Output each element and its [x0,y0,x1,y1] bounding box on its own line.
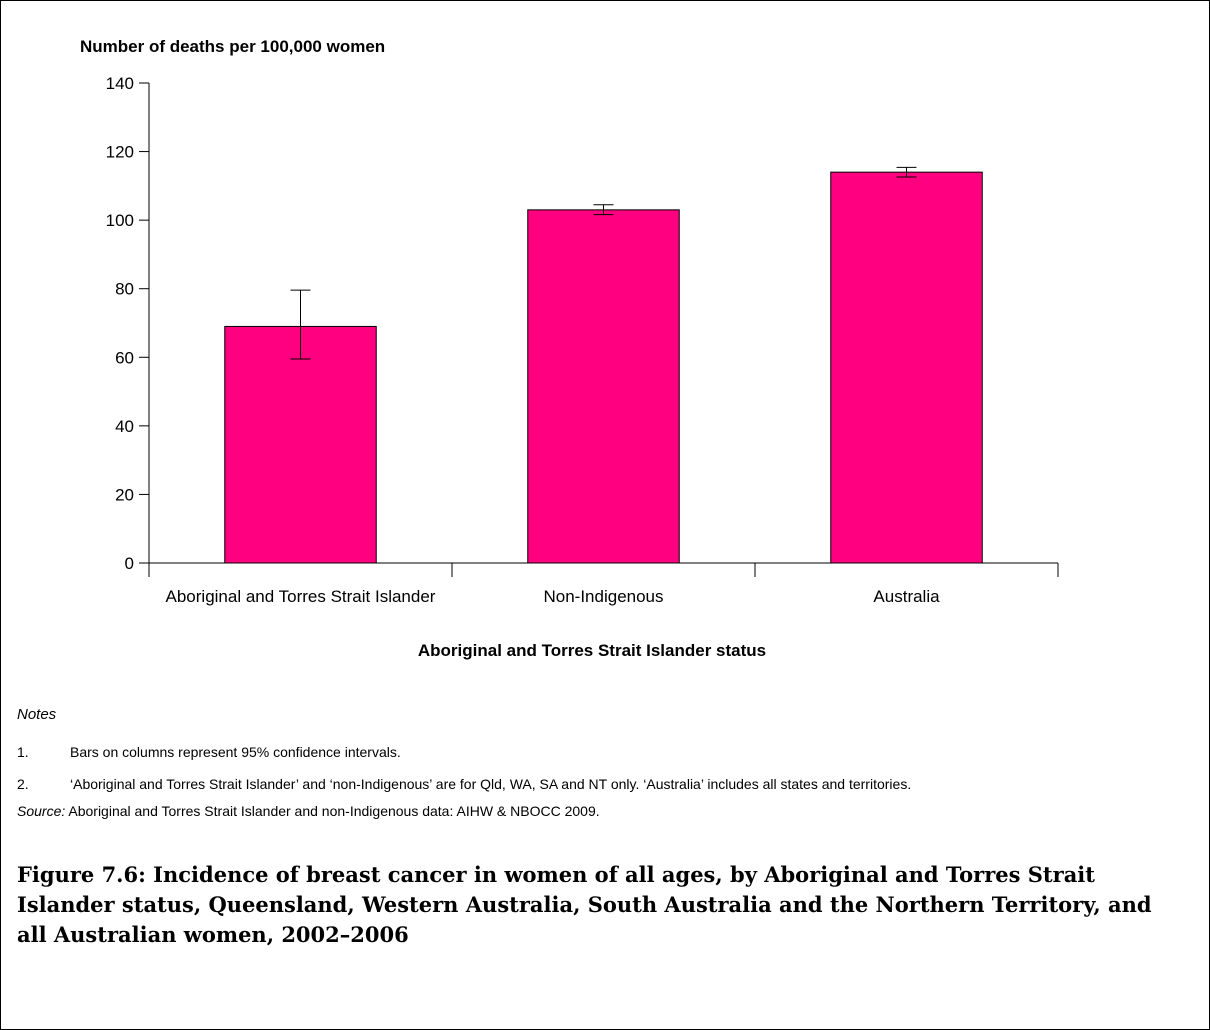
bars [224,171,983,564]
x-tick-label: Non-Indigenous [543,587,663,606]
y-axis: 0 20 40 60 80 100 120 140 [106,74,150,573]
y-tick-label: 0 [125,554,134,573]
note-number: 1. [17,744,29,760]
source-label: Source: [17,803,66,819]
y-tick-label: 80 [115,280,134,299]
y-tick-label: 140 [106,74,134,93]
figure-caption: Figure 7.6: Incidence of breast cancer i… [17,862,1152,947]
bar [527,209,680,564]
y-axis-title: Number of deaths per 100,000 women [80,37,385,56]
y-tick-label: 40 [115,417,134,436]
notes-heading: Notes [17,706,57,723]
source-text: Aboriginal and Torres Strait Islander an… [65,803,600,819]
x-axis: Aboriginal and Torres Strait Islander Non… [148,562,1059,606]
note-number: 2. [17,776,29,792]
bar [830,171,983,564]
x-axis-title: Aboriginal and Torres Strait Islander st… [418,641,766,660]
source-line: Source: Aboriginal and Torres Strait Isl… [17,803,600,819]
bar [224,325,377,564]
y-tick-label: 120 [106,143,134,162]
error-bars [290,166,917,360]
note-text: ‘Aboriginal and Torres Strait Islander’ … [70,776,912,792]
y-tick-label: 100 [106,211,134,230]
y-tick-label: 60 [115,348,134,367]
note-text: Bars on columns represent 95% confidence… [70,744,401,760]
bar-chart: Number of deaths per 100,000 women 0 20 40… [80,37,1059,660]
x-tick-label: Australia [873,587,940,606]
x-tick-label: Aboriginal and Torres Strait Islander [166,587,436,606]
y-tick-label: 20 [115,485,134,504]
